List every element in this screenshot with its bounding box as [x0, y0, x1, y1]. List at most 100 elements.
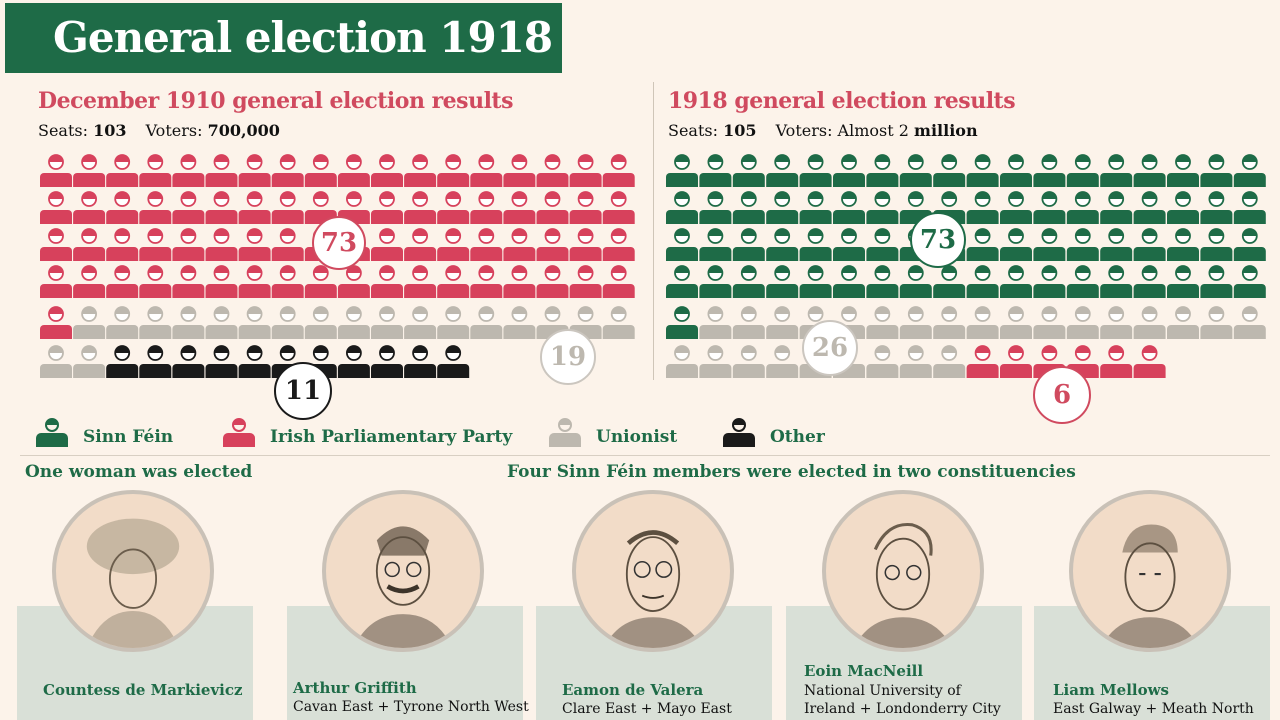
- seat-person-icon: [1000, 191, 1032, 224]
- seat-person-icon: [1133, 191, 1166, 224]
- person-detail-griffith: Cavan East + Tyrone North West: [293, 699, 529, 715]
- seat-person-icon: [437, 154, 470, 187]
- title-banner: General election 1918: [5, 3, 562, 73]
- seat-person-icon: [866, 265, 899, 298]
- person-detail-de-valera: Clare East + Mayo East: [562, 701, 732, 717]
- right-seats-value: 105: [723, 121, 757, 140]
- seat-person-icon: [40, 154, 72, 187]
- person-name-mellows: Liam Mellows: [1053, 681, 1169, 699]
- seat-person-icon: [536, 265, 569, 298]
- seat-person-icon: [205, 345, 238, 378]
- left-voters-label: Voters:: [145, 121, 203, 140]
- seat-person-icon: [569, 228, 602, 261]
- legend-sinn-fein: Sinn Féin: [35, 418, 173, 448]
- seat-person-icon: [205, 265, 238, 298]
- seat-person-icon: [699, 265, 732, 298]
- seat-person-icon: [833, 154, 865, 187]
- left-panel-stats: Seats: 103 Voters: 700,000: [38, 121, 280, 140]
- seat-person-icon: [766, 154, 799, 187]
- seat-person-icon: [602, 191, 635, 224]
- seat-person-icon: [1233, 154, 1266, 187]
- seat-person-icon: [470, 154, 503, 187]
- seat-person-icon: [1100, 306, 1133, 339]
- seat-person-icon: [1066, 154, 1099, 187]
- portrait-griffith: [322, 490, 484, 652]
- seat-person-icon: [1100, 228, 1133, 261]
- seat-person-icon: [966, 345, 999, 378]
- seat-person-icon: [799, 265, 832, 298]
- seat-person-icon: [139, 345, 172, 378]
- seat-person-icon: [1200, 265, 1233, 298]
- right-voters-value: million: [914, 121, 978, 140]
- seat-person-icon: [40, 228, 72, 261]
- legend-ipp: Irish Parliamentary Party: [222, 418, 512, 448]
- seat-person-icon: [799, 154, 832, 187]
- legend-label: Sinn Féin: [83, 427, 174, 447]
- seat-person-icon: [106, 228, 139, 261]
- seat-person-icon: [106, 191, 139, 224]
- seat-person-icon: [699, 191, 732, 224]
- seat-person-icon: [1233, 228, 1266, 261]
- seat-person-icon: [1100, 154, 1133, 187]
- seat-person-icon: [1233, 265, 1266, 298]
- seat-person-icon: [569, 191, 602, 224]
- seat-person-icon: [1000, 228, 1032, 261]
- seat-person-icon: [139, 154, 172, 187]
- seat-person-icon: [73, 228, 106, 261]
- seat-person-icon: [172, 191, 205, 224]
- seat-person-icon: [1100, 345, 1133, 378]
- legend-other: Other: [722, 418, 825, 448]
- seat-person-icon: [1066, 306, 1099, 339]
- seat-person-icon: [205, 306, 238, 339]
- legend-label: Irish Parliamentary Party: [270, 427, 513, 447]
- seat-person-icon: [238, 191, 271, 224]
- right-seats-label: Seats:: [668, 121, 718, 140]
- seat-person-icon: [699, 228, 732, 261]
- right-unionist-count-badge: 26: [802, 320, 858, 376]
- seat-person-icon: [899, 191, 932, 224]
- seat-person-icon: [271, 191, 304, 224]
- seat-person-icon: [470, 191, 503, 224]
- seat-person-icon: [238, 306, 271, 339]
- seat-person-icon: [337, 345, 370, 378]
- seat-person-icon: [503, 154, 536, 187]
- seat-person-icon: [139, 306, 172, 339]
- seat-person-icon: [766, 306, 799, 339]
- seat-person-icon: [238, 154, 271, 187]
- section-divider: [20, 455, 1270, 456]
- seat-person-icon: [666, 265, 698, 298]
- seat-person-icon: [536, 154, 569, 187]
- dual-constituency-heading: Four Sinn Féin members were elected in t…: [507, 462, 1076, 482]
- seat-person-icon: [503, 265, 536, 298]
- person-icon: [223, 418, 255, 447]
- seat-person-icon: [371, 265, 403, 298]
- right-sinn-fein-count-badge: 73: [910, 212, 966, 268]
- seat-person-icon: [371, 154, 403, 187]
- seat-person-icon: [899, 154, 932, 187]
- seat-person-icon: [106, 154, 139, 187]
- seat-person-icon: [404, 265, 437, 298]
- seat-person-icon: [899, 306, 932, 339]
- seat-person-icon: [404, 345, 437, 378]
- seat-person-icon: [602, 154, 635, 187]
- seat-person-icon: [1167, 191, 1199, 224]
- seat-person-icon: [1167, 306, 1199, 339]
- seat-person-icon: [899, 345, 932, 378]
- right-voters-label: Voters: Almost 2: [775, 121, 909, 140]
- left-panel-title: December 1910 general election results: [38, 88, 513, 114]
- seat-person-icon: [799, 228, 832, 261]
- seat-person-icon: [866, 154, 899, 187]
- left-other-count-badge: 11: [274, 362, 332, 420]
- seat-person-icon: [205, 154, 238, 187]
- seat-person-icon: [470, 306, 503, 339]
- seat-person-icon: [503, 191, 536, 224]
- portrait-mellows: [1069, 490, 1231, 652]
- women-heading: One woman was elected: [25, 462, 253, 482]
- left-ipp-count-badge: 73: [312, 216, 366, 270]
- seat-person-icon: [139, 228, 172, 261]
- seat-person-icon: [866, 345, 899, 378]
- seat-person-icon: [732, 154, 765, 187]
- seat-person-icon: [205, 191, 238, 224]
- seat-person-icon: [1000, 154, 1032, 187]
- seat-person-icon: [899, 265, 932, 298]
